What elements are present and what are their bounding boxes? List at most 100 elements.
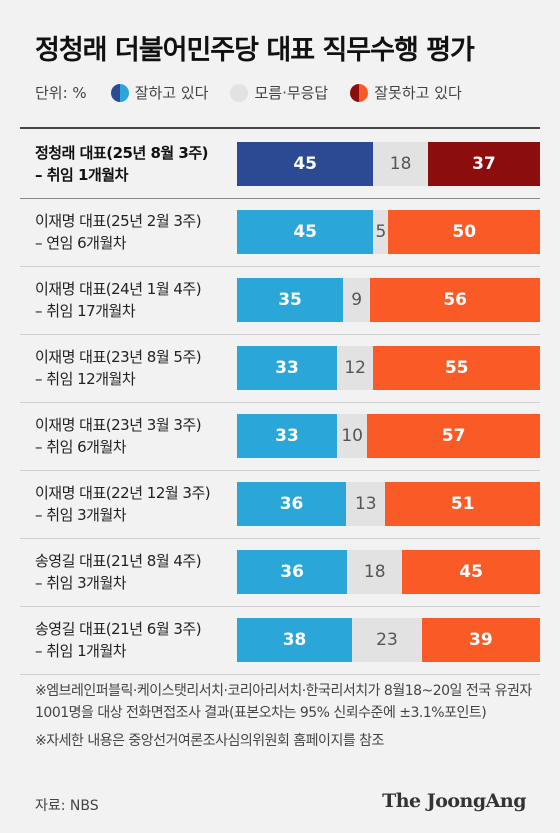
bar-segment-unknown: 23 — [352, 618, 422, 662]
data-label-unknown: 23 — [376, 630, 398, 650]
data-label-disapprove: 51 — [450, 494, 475, 514]
category-label-name: 이재명 대표(24년 1월 4주) — [35, 280, 202, 298]
chart-row: 이재명 대표(23년 8월 5주) – 취임 12개월차 33 12 55 — [20, 334, 540, 403]
stacked-bar: 35 9 56 — [237, 278, 540, 322]
stacked-bar: 33 12 55 — [237, 346, 540, 390]
bar-segment-approve: 45 — [237, 142, 374, 186]
chart-row: 이재명 대표(23년 3월 3주) – 취임 6개월차 33 10 57 — [20, 402, 540, 471]
source-label: 자료: NBS — [35, 798, 99, 814]
category-label: 송영길 대표(21년 8월 4주) – 취임 3개월차 — [35, 550, 202, 594]
data-label-approve: 36 — [279, 494, 304, 514]
data-label-disapprove: 39 — [469, 630, 493, 650]
data-label-disapprove: 55 — [444, 358, 469, 378]
stacked-bar: 45 18 37 — [237, 142, 540, 186]
bar-segment-approve: 35 — [237, 278, 344, 322]
category-label: 이재명 대표(25년 2월 3주) – 연임 6개월차 — [35, 210, 202, 254]
bar-segment-disapprove: 37 — [427, 142, 540, 186]
legend: 단위: % 잘하고 있다 모름·무응답 잘못하고 있다 — [35, 82, 484, 103]
data-label-unknown: 5 — [375, 222, 387, 242]
category-label: 송영길 대표(21년 6월 3주) – 취임 1개월차 — [35, 618, 202, 662]
legend-dot-approve — [110, 83, 129, 102]
category-label: 이재명 대표(23년 8월 5주) – 취임 12개월차 — [35, 346, 202, 390]
legend-item-approve: 잘하고 있다 — [110, 82, 209, 103]
data-label-unknown: 18 — [363, 562, 386, 582]
data-label-approve: 45 — [293, 222, 317, 242]
data-label-disapprove: 50 — [452, 222, 477, 242]
bar-segment-disapprove: 51 — [385, 482, 540, 526]
legend-item-disapprove: 잘못하고 있다 — [350, 82, 462, 103]
category-label: 이재명 대표(24년 1월 4주) – 취임 17개월차 — [35, 278, 202, 322]
category-label-name: 송영길 대표(21년 6월 3주) — [35, 620, 202, 638]
category-label-period: – 취임 3개월차 — [35, 574, 127, 592]
bar-segment-disapprove: 57 — [367, 414, 540, 458]
chart-row: 이재명 대표(24년 1월 4주) – 취임 17개월차 35 9 56 — [20, 266, 540, 335]
footnote-reference: ※자세한 내용은 중앙선거여론조사심의위원회 홈페이지를 참조 — [35, 733, 384, 749]
top-rule — [20, 127, 540, 129]
bar-segment-disapprove: 39 — [421, 618, 540, 662]
bar-segment-approve: 38 — [237, 618, 353, 662]
category-label-name: 정청래 대표(25년 8월 3주) — [35, 144, 209, 162]
category-label-period: – 취임 12개월차 — [35, 370, 136, 388]
category-label: 정청래 대표(25년 8월 3주) – 취임 1개월차 — [35, 142, 209, 186]
bar-segment-disapprove: 45 — [402, 550, 540, 594]
data-label-disapprove: 56 — [443, 290, 467, 310]
data-label-approve: 38 — [282, 630, 307, 650]
bar-segment-disapprove: 55 — [373, 346, 540, 390]
data-label-approve: 45 — [293, 154, 317, 174]
legend-item-unknown: 모름·무응답 — [230, 82, 328, 103]
data-label-unknown: 10 — [341, 426, 363, 446]
bar-segment-unknown: 18 — [347, 550, 403, 594]
bar-segment-unknown: 12 — [336, 346, 374, 390]
data-label-disapprove: 57 — [441, 426, 466, 446]
category-label-name: 송영길 대표(21년 8월 4주) — [35, 552, 202, 570]
bar-segment-unknown: 9 — [343, 278, 371, 322]
data-label-approve: 33 — [275, 426, 299, 446]
bar-segment-unknown: 10 — [336, 414, 368, 458]
legend-label-disapprove: 잘못하고 있다 — [374, 84, 462, 102]
brand-logo: The JoongAng — [382, 790, 526, 812]
chart-row: 송영길 대표(21년 6월 3주) – 취임 1개월차 38 23 39 — [20, 606, 540, 675]
chart-row: 송영길 대표(21년 8월 4주) – 취임 3개월차 36 18 45 — [20, 538, 540, 607]
footnotes: ※엠브레인퍼블릭·케이스탯리서치·코리아리서치·한국리서치가 8월18~20일 … — [35, 680, 535, 758]
chart-row: 이재명 대표(22년 12월 3주) – 취임 3개월차 36 13 51 — [20, 470, 540, 539]
bar-segment-approve: 33 — [237, 414, 337, 458]
category-label-period: – 취임 17개월차 — [35, 302, 136, 320]
data-label-unknown: 9 — [351, 290, 363, 310]
data-label-disapprove: 37 — [472, 154, 496, 174]
data-label-disapprove: 45 — [459, 562, 483, 582]
category-label-period: – 취임 1개월차 — [35, 166, 128, 184]
chart-row: 정청래 대표(25년 8월 3주) – 취임 1개월차 45 18 37 — [20, 130, 540, 199]
chart-row: 이재명 대표(25년 2월 3주) – 연임 6개월차 45 5 50 — [20, 198, 540, 267]
bar-segment-unknown: 5 — [373, 210, 389, 254]
legend-dot-unknown — [230, 83, 249, 102]
stacked-bar: 45 5 50 — [237, 210, 540, 254]
bar-segment-disapprove: 50 — [388, 210, 540, 254]
bar-segment-unknown: 18 — [373, 142, 428, 186]
data-label-unknown: 13 — [354, 494, 377, 514]
data-label-approve: 35 — [278, 290, 302, 310]
bar-segment-approve: 45 — [237, 210, 374, 254]
data-label-approve: 36 — [280, 562, 304, 582]
bar-segment-approve: 33 — [237, 346, 337, 390]
category-label-period: – 취임 6개월차 — [35, 438, 127, 456]
stacked-bar: 36 13 51 — [237, 482, 540, 526]
category-label-period: – 취임 3개월차 — [35, 506, 127, 524]
legend-label-approve: 잘하고 있다 — [134, 84, 209, 102]
category-label-name: 이재명 대표(22년 12월 3주) — [35, 484, 211, 502]
footnote-survey: ※엠브레인퍼블릭·케이스탯리서치·코리아리서치·한국리서치가 8월18~20일 … — [35, 683, 532, 721]
stacked-bar: 38 23 39 — [237, 618, 540, 662]
stacked-bar: 33 10 57 — [237, 414, 540, 458]
data-label-unknown: 12 — [344, 358, 366, 378]
stacked-bar: 36 18 45 — [237, 550, 540, 594]
bar-segment-approve: 36 — [237, 482, 347, 526]
category-label-name: 이재명 대표(23년 8월 5주) — [35, 348, 202, 366]
category-label: 이재명 대표(23년 3월 3주) – 취임 6개월차 — [35, 414, 202, 458]
category-label-period: – 연임 6개월차 — [35, 234, 127, 252]
bar-segment-disapprove: 56 — [370, 278, 540, 322]
legend-label-unknown: 모름·무응답 — [254, 84, 329, 102]
category-label: 이재명 대표(22년 12월 3주) – 취임 3개월차 — [35, 482, 211, 526]
bar-segment-unknown: 13 — [346, 482, 386, 526]
data-label-approve: 33 — [275, 358, 299, 378]
category-label-name: 이재명 대표(23년 3월 3주) — [35, 416, 202, 434]
category-label-name: 이재명 대표(25년 2월 3주) — [35, 212, 202, 230]
